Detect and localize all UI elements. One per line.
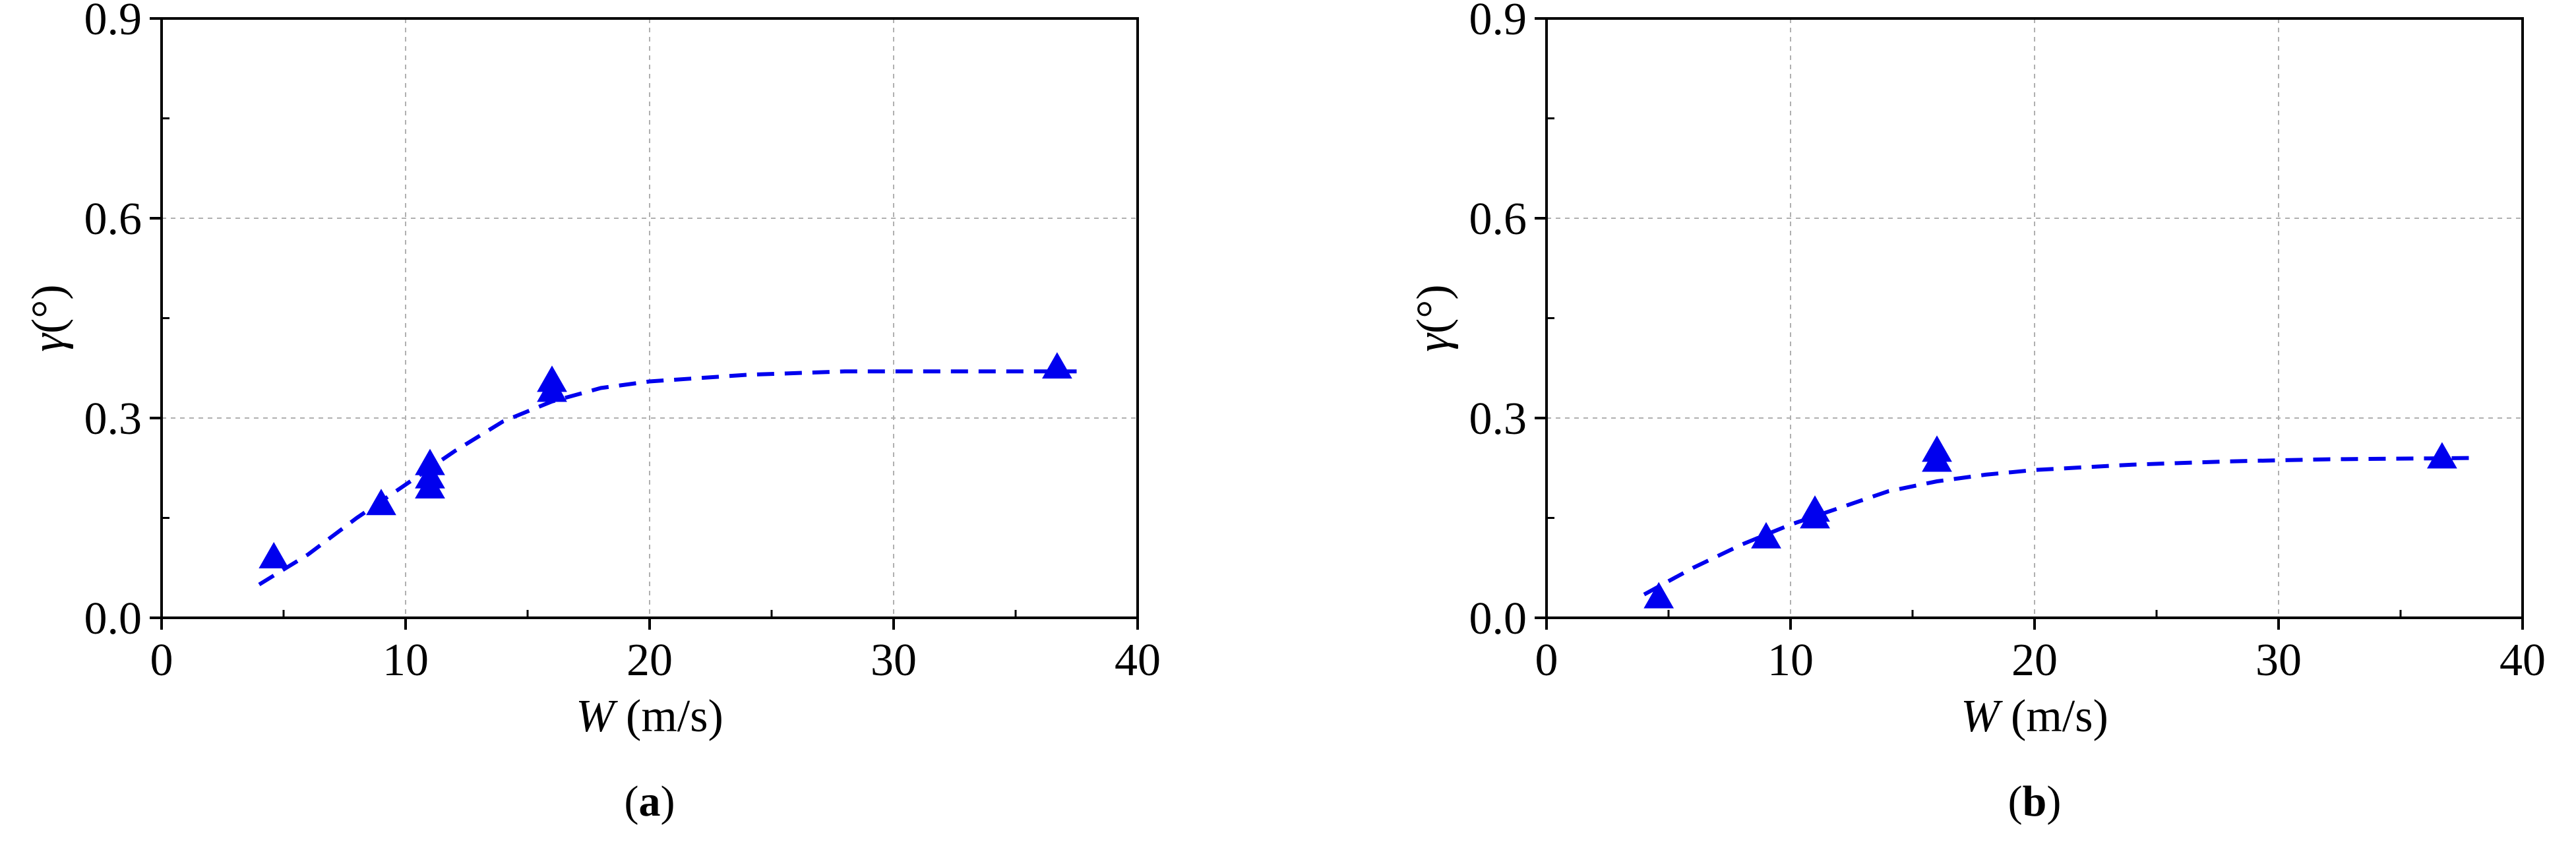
chart-panel-b: 0 10 20 30 40 0.0 0.3 0.6 0.9 W (m/s) γ(°) (b) <box>1408 0 2546 826</box>
x-axis-symbol: W <box>1961 691 2003 742</box>
y-axis-symbol: γ <box>1408 332 1459 352</box>
panel-letter: a <box>639 777 661 826</box>
x-tick-label: 30 <box>2255 635 2302 686</box>
y-axis-symbol: γ <box>23 332 74 352</box>
panel-letter: b <box>2023 777 2047 826</box>
x-axis-label: W (m/s) <box>1961 691 2108 742</box>
data-point <box>1042 352 1072 379</box>
y-tick-label: 0.0 <box>84 593 142 644</box>
x-tick-label: 40 <box>2499 635 2546 686</box>
data-point <box>415 448 445 475</box>
y-tick-label: 0.3 <box>1469 394 1527 444</box>
y-axis-label: γ(°) <box>23 284 74 351</box>
tick-labels: 0 10 20 30 40 0.0 0.3 0.6 0.9 <box>1469 0 2546 686</box>
data-point <box>537 365 567 392</box>
y-tick-label: 0.9 <box>84 0 142 45</box>
y-tick-label: 0.6 <box>1469 194 1527 245</box>
x-axis-unit: (m/s) <box>615 691 723 742</box>
y-tick-label: 0.6 <box>84 194 142 245</box>
x-tick-label: 0 <box>1535 635 1558 686</box>
data-point <box>1751 522 1781 549</box>
x-tick-label: 30 <box>871 635 917 686</box>
chart-panel-a: 0 10 20 30 40 0.0 0.3 0.6 0.9 W (m/s) γ(°) (a) <box>23 0 1161 826</box>
x-tick-label: 20 <box>2011 635 2058 686</box>
data-markers <box>1643 435 2457 609</box>
fit-line <box>258 369 1077 587</box>
grid-lines <box>1547 18 2523 618</box>
tick-labels: 0 10 20 30 40 0.0 0.3 0.6 0.9 <box>84 0 1161 686</box>
x-axis-unit: (m/s) <box>2000 691 2108 742</box>
data-markers <box>259 352 1072 568</box>
data-point <box>1643 582 1674 609</box>
y-axis-label: γ(°) <box>1408 284 1459 351</box>
panel-caption: (b) <box>2008 777 2062 826</box>
data-point <box>2427 442 2457 469</box>
y-tick-label: 0.3 <box>84 394 142 444</box>
x-tick-label: 20 <box>627 635 673 686</box>
data-point <box>415 462 445 489</box>
fit-curve <box>1643 456 2474 597</box>
data-point <box>259 541 290 568</box>
y-tick-label: 0.9 <box>1469 0 1527 45</box>
axes <box>1535 17 2524 630</box>
x-tick-label: 10 <box>383 635 429 686</box>
grid-lines <box>162 18 1138 618</box>
x-tick-label: 10 <box>1767 635 1814 686</box>
y-axis-unit: (°) <box>1408 284 1459 334</box>
y-axis-unit: (°) <box>23 284 74 334</box>
x-tick-label: 0 <box>150 635 173 686</box>
data-point <box>366 489 396 516</box>
x-tick-label: 40 <box>1115 635 1161 686</box>
y-tick-label: 0.0 <box>1469 593 1527 644</box>
fit-curve <box>258 369 1077 587</box>
panel-caption: (a) <box>625 777 675 826</box>
data-point <box>1800 495 1830 522</box>
x-axis-label: W (m/s) <box>576 691 723 742</box>
x-axis-symbol: W <box>576 691 618 742</box>
data-point <box>1922 435 1952 462</box>
fit-line <box>1643 456 2474 597</box>
axes <box>150 17 1139 630</box>
